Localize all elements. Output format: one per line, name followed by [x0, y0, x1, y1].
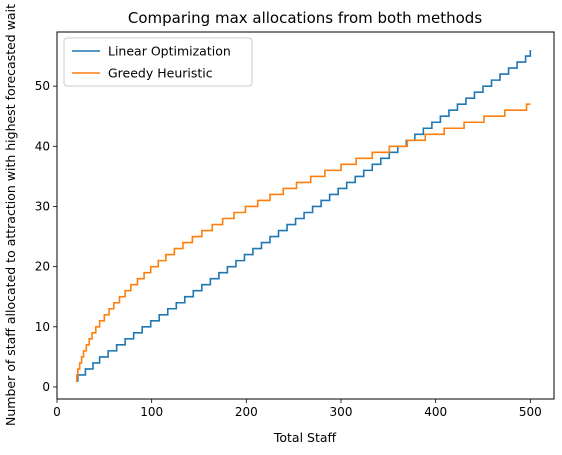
- x-tick-label: 500: [519, 405, 542, 419]
- plot-area: [56, 31, 555, 400]
- y-axis-label: Number of staff allocated to attraction …: [3, 4, 18, 426]
- y-tick-label: 40: [35, 139, 50, 153]
- x-axis: 0 100 200 300 400 500: [53, 399, 542, 419]
- series-line-greedy-heuristic: [75, 103, 531, 382]
- series-layer: [75, 50, 532, 382]
- y-tick-label: 0: [42, 380, 50, 394]
- x-tick-label: 0: [53, 405, 61, 419]
- x-tick-label: 200: [235, 405, 258, 419]
- chart-title: Comparing max allocations from both meth…: [128, 9, 482, 27]
- x-axis-label: Total Staff: [273, 430, 337, 445]
- y-axis: 0 10 20 30 40 50: [35, 79, 57, 394]
- series-line-linear-optimization: [75, 50, 532, 382]
- x-tick-label: 300: [330, 405, 353, 419]
- y-tick-label: 10: [35, 320, 50, 334]
- legend-label-linear: Linear Optimization: [108, 44, 231, 59]
- x-tick-label: 100: [140, 405, 163, 419]
- y-tick-label: 20: [35, 260, 50, 274]
- legend-label-greedy: Greedy Heuristic: [108, 66, 213, 81]
- legend: Linear Optimization Greedy Heuristic: [63, 37, 253, 87]
- y-tick-label: 50: [35, 79, 50, 93]
- plot-frame: [56, 31, 555, 400]
- y-tick-label: 30: [35, 199, 50, 213]
- x-tick-label: 400: [424, 405, 447, 419]
- legend-box: [63, 37, 253, 87]
